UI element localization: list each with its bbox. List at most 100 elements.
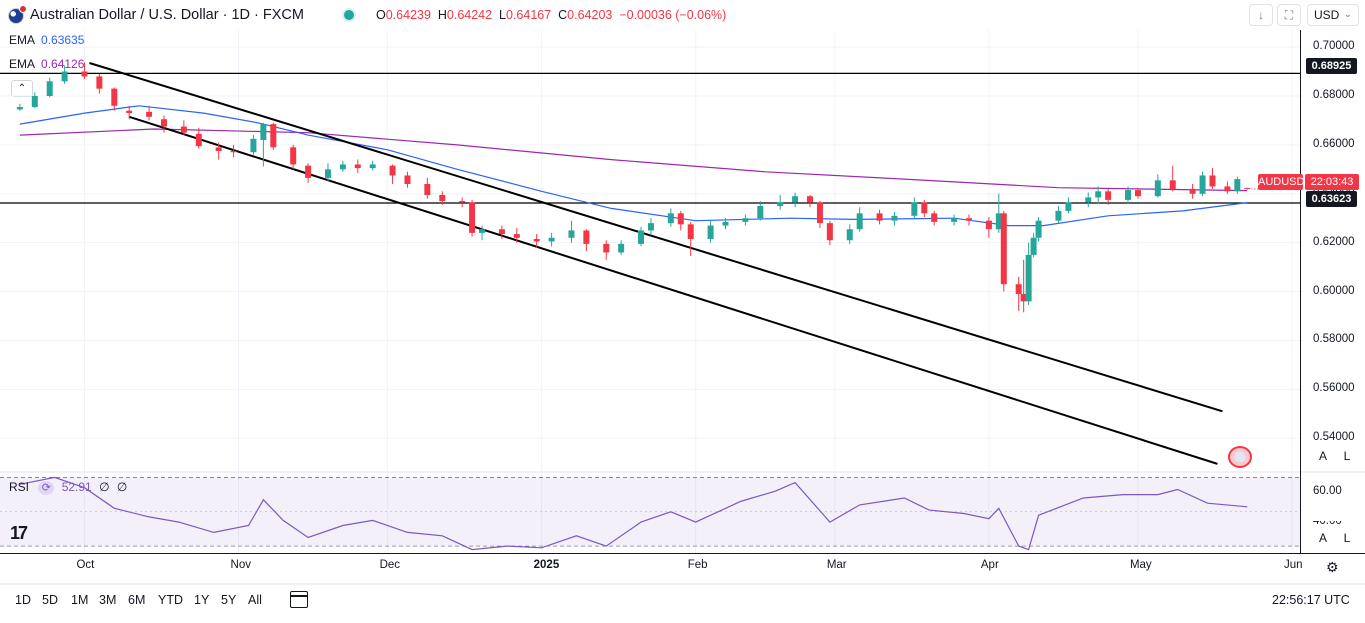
candle-body	[876, 213, 883, 221]
candle-body	[985, 220, 992, 230]
rsi-log-scale-button[interactable]: L	[1343, 531, 1351, 545]
range-button-ytd[interactable]: YTD	[158, 593, 183, 607]
rsi-line	[19, 476, 1248, 551]
candle-body	[160, 119, 167, 127]
candle-body	[618, 243, 625, 253]
price-grid	[0, 30, 1300, 553]
current-symbol-label: AUDUSD	[1258, 174, 1305, 190]
candle-body	[911, 202, 918, 216]
market-status-icon[interactable]	[344, 10, 354, 20]
candle-body	[1105, 191, 1112, 200]
time-tick-label: Feb	[687, 559, 708, 571]
ema-fast-legend[interactable]: EMA 0.63635	[9, 33, 84, 47]
candle-body	[722, 221, 729, 226]
candle-body	[1015, 284, 1022, 294]
rsi-tick-40: 40.00	[1313, 515, 1342, 527]
candle-body	[16, 107, 23, 110]
candle-body	[215, 147, 222, 151]
candle-body	[46, 81, 53, 96]
candle-body	[1199, 175, 1206, 194]
candle-body	[891, 215, 898, 221]
auto-scale-button[interactable]: A	[1318, 449, 1327, 463]
candle-body	[96, 76, 103, 89]
candle-body	[389, 165, 396, 176]
candle-body	[1125, 190, 1132, 200]
range-button-1d[interactable]: 1D	[15, 593, 31, 607]
rsi-auto-scale-button[interactable]: A	[1318, 531, 1327, 545]
calendar-icon[interactable]	[290, 591, 308, 608]
rsi-tick-60: 60.00	[1313, 485, 1342, 497]
ema-fast-value: 0.63635	[41, 33, 85, 47]
ema-slow-value: 0.64126	[41, 57, 85, 71]
candle-body	[1065, 202, 1072, 211]
candle-body	[856, 213, 863, 230]
candle-body	[513, 234, 520, 238]
fullscreen-icon[interactable]: ⛶	[1277, 4, 1301, 26]
ema-slow-legend[interactable]: EMA 0.64126	[9, 57, 84, 71]
currency-select[interactable]: USD ⌄	[1307, 4, 1359, 26]
rsi-legend[interactable]: RSI ⟳ 52.91 ∅ ∅	[9, 480, 127, 495]
candle-body	[324, 169, 331, 178]
candle-body	[931, 213, 938, 222]
level-label-high: 0.68925	[1306, 58, 1357, 74]
ema-fast-line	[19, 105, 1248, 227]
axis-lines	[0, 30, 1365, 585]
trendline	[89, 62, 1223, 413]
ohlc-values: O0.64239 H0.64242 L0.64167 C0.64203 −0.0…	[376, 8, 726, 22]
rsi-extra-1: ∅	[99, 480, 110, 494]
range-button-6m[interactable]: 6M	[128, 593, 146, 607]
ema-fast-name: EMA	[9, 33, 36, 47]
price-tick-label: 0.58000	[1313, 333, 1355, 346]
range-button-1m[interactable]: 1M	[71, 593, 89, 607]
candle-body	[1244, 187, 1251, 189]
rsi-extra-2: ∅	[116, 480, 128, 494]
tradingview-logo-icon[interactable]: 17	[10, 523, 28, 543]
range-button-5y[interactable]: 5Y	[221, 593, 237, 607]
candle-body	[1000, 213, 1007, 285]
symbol-title[interactable]: Australian Dollar / U.S. Dollar · 1D · F…	[30, 7, 304, 23]
download-icon[interactable]: ↓	[1249, 4, 1273, 26]
price-tick-label: 0.60000	[1313, 284, 1355, 297]
high-key: H	[437, 8, 447, 22]
candle-body	[81, 71, 88, 77]
candle-body	[1209, 175, 1216, 187]
time-tick-label: Jun	[1284, 559, 1303, 571]
range-button-1y[interactable]: 1Y	[194, 593, 210, 607]
candle-body	[667, 213, 674, 224]
candle-body	[126, 110, 133, 114]
close-key: C	[558, 8, 568, 22]
candle-body	[1154, 180, 1161, 197]
candle-body	[826, 223, 833, 241]
candle-body	[1234, 179, 1241, 192]
time-tick-label: Nov	[230, 559, 251, 571]
time-tick-label: Dec	[379, 559, 401, 571]
range-button-3m[interactable]: 3M	[99, 593, 117, 607]
candle-body	[568, 230, 575, 238]
ema-slow-path	[19, 128, 1248, 192]
range-button-all[interactable]: All	[248, 593, 262, 607]
candle-body	[1169, 180, 1176, 189]
time-tick-label: May	[1129, 559, 1152, 571]
low-value: 0.64167	[506, 8, 552, 22]
utc-clock[interactable]: 22:56:17 UTC	[1272, 593, 1350, 607]
log-scale-button[interactable]: L	[1343, 449, 1351, 463]
price-tick-label: 0.62000	[1313, 235, 1355, 248]
chevron-down-icon: ⌄	[1343, 9, 1352, 20]
low-key: L	[499, 8, 506, 22]
candle-body	[61, 71, 68, 82]
price-tick-label: 0.56000	[1313, 382, 1355, 395]
candle-body	[792, 196, 799, 203]
candle-body	[339, 164, 346, 170]
candle-body	[1055, 210, 1062, 221]
candle-body	[1134, 190, 1141, 197]
candle-body	[1085, 197, 1092, 203]
range-button-5d[interactable]: 5D	[42, 593, 58, 607]
rsi-settings-icon[interactable]: ⟳	[38, 480, 55, 495]
candle-body	[638, 230, 645, 244]
compare-symbol-icon[interactable]	[1228, 446, 1252, 468]
level-label-low: 0.63623	[1306, 191, 1357, 207]
candle-body	[111, 88, 118, 106]
rsi-name: RSI	[9, 480, 30, 494]
gear-icon[interactable]: ⚙	[1326, 559, 1339, 575]
